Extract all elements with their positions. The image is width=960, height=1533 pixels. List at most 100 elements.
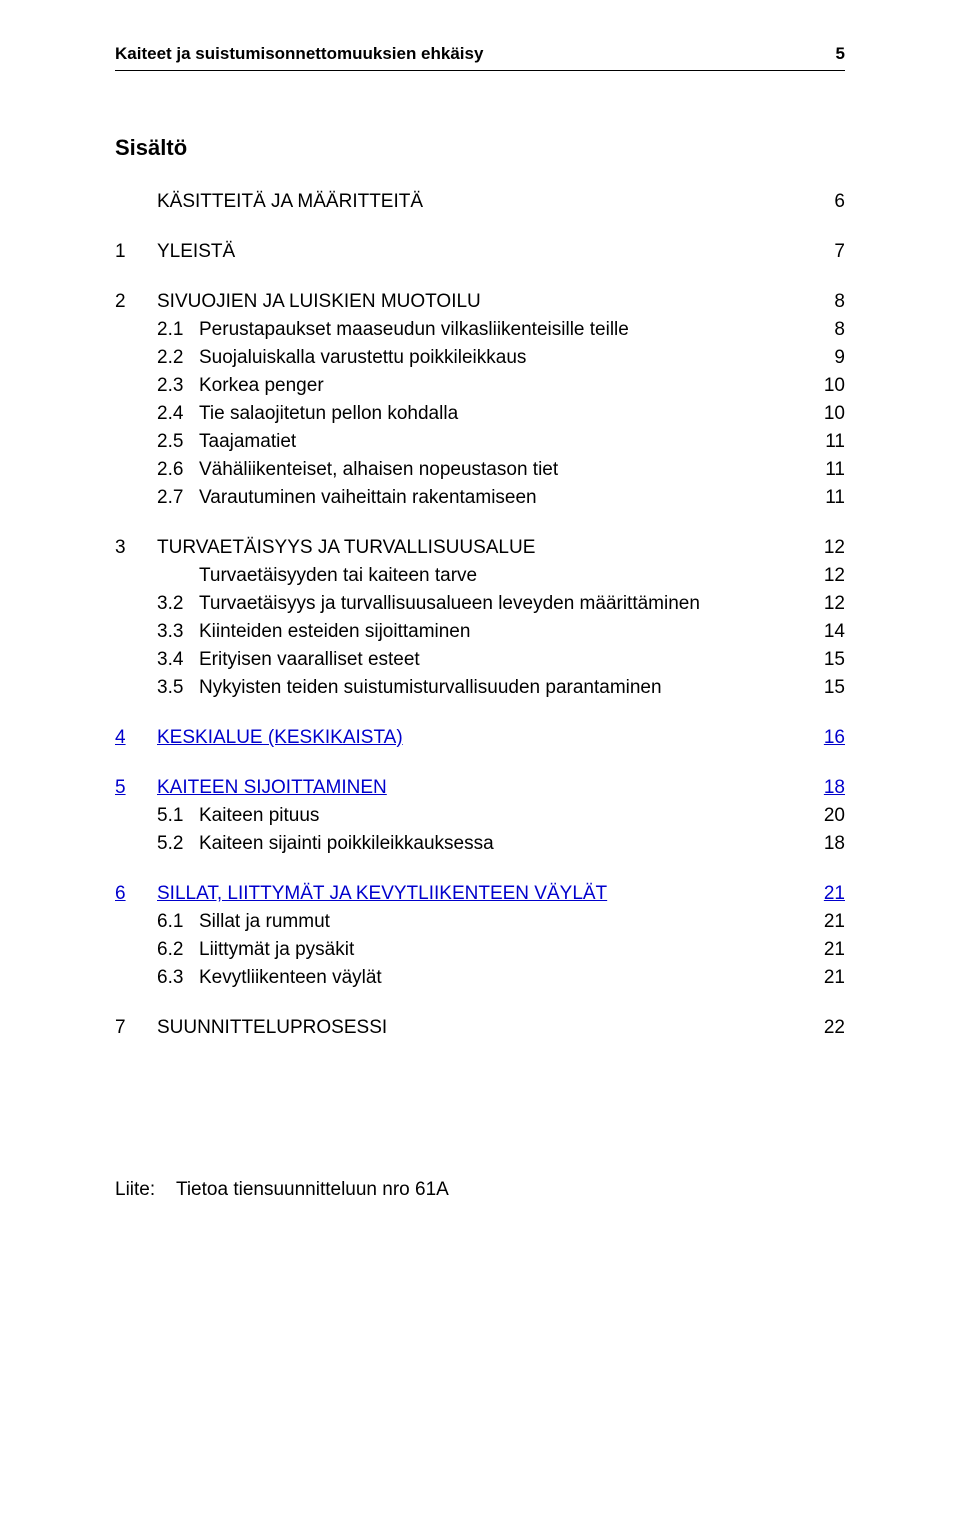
toc-link-6-page[interactable]: 21 [824,883,845,904]
toc-entry-2-6: 2.6 Vähäliikenteiset, alhaisen nopeustas… [115,459,845,481]
toc-entry-3-3: 3.3 Kiinteiden esteiden sijoittaminen 14 [115,621,845,643]
toc-page: 22 [805,1017,845,1039]
toc-entry-7: 7 SUUNNITTELUPROSESSI 22 [115,1017,845,1039]
toc-number: 6.2 [115,939,199,961]
toc-number: 3.3 [115,621,199,643]
toc-page: 16 [805,727,845,749]
toc-number: 5.1 [115,805,199,827]
toc-page: 9 [805,347,845,369]
toc-page: 12 [805,537,845,559]
toc-page: 11 [805,487,845,509]
toc-entry-2: 2 SIVUOJIEN JA LUISKIEN MUOTOILU 8 [115,291,845,313]
toc-number: 4 [115,727,157,749]
toc-link-6[interactable]: 6 [115,883,126,904]
toc-number: 1 [115,241,157,263]
toc-page: 15 [805,649,845,671]
toc-number: 6.3 [115,967,199,989]
toc-label: Korkea penger [199,375,805,397]
toc-number: 2.4 [115,403,199,425]
toc-label: Kiinteiden esteiden sijoittaminen [199,621,805,643]
toc-label: Erityisen vaaralliset esteet [199,649,805,671]
toc-label: KESKIALUE (KESKIKAISTA) [157,727,805,749]
toc-page: 8 [805,291,845,313]
toc-link-5[interactable]: 5 [115,777,126,798]
toc-entry-5: 5 KAITEEN SIJOITTAMINEN 18 [115,777,845,799]
toc-entry-2-7: 2.7 Varautuminen vaiheittain rakentamise… [115,487,845,509]
toc-page: 21 [805,967,845,989]
toc-entry-6-2: 6.2 Liittymät ja pysäkit 21 [115,939,845,961]
document-page: Kaiteet ja suistumisonnettomuuksien ehkä… [0,0,960,1533]
appendix-line: Liite: Tietoa tiensuunnitteluun nro 61A [115,1179,845,1201]
toc-page: 6 [805,191,845,213]
toc-entry-2-1: 2.1 Perustapaukset maaseudun vilkasliike… [115,319,845,341]
toc-number: 7 [115,1017,157,1039]
toc-page: 10 [805,403,845,425]
toc-entry-2-4: 2.4 Tie salaojitetun pellon kohdalla 10 [115,403,845,425]
toc-entry-2-5: 2.5 Taajamatiet 11 [115,431,845,453]
toc-label: Tie salaojitetun pellon kohdalla [199,403,805,425]
toc-label: SIVUOJIEN JA LUISKIEN MUOTOILU [157,291,805,313]
toc-entry-4: 4 KESKIALUE (KESKIKAISTA) 16 [115,727,845,749]
toc-number: 2.7 [115,487,199,509]
toc-page: 7 [805,241,845,263]
toc-entry-3-sub: Turvaetäisyyden tai kaiteen tarve 12 [115,565,845,587]
toc-link-4[interactable]: 4 [115,727,126,748]
toc-label: Liittymät ja pysäkit [199,939,805,961]
running-header: Kaiteet ja suistumisonnettomuuksien ehkä… [115,44,845,70]
toc-number: 3.2 [115,593,199,615]
toc-label: Turvaetäisyyden tai kaiteen tarve [199,565,805,587]
toc-page: 18 [805,777,845,799]
toc-label: Nykyisten teiden suistumisturvallisuuden… [199,677,805,699]
toc-entry-6-1: 6.1 Sillat ja rummut 21 [115,911,845,933]
toc-entry-1: 1 YLEISTÄ 7 [115,241,845,263]
toc-label: Sillat ja rummut [199,911,805,933]
toc-entry-6-3: 6.3 Kevytliikenteen väylät 21 [115,967,845,989]
toc-page: 21 [805,911,845,933]
appendix-prefix: Liite: [115,1179,171,1201]
toc-label: Vähäliikenteiset, alhaisen nopeustason t… [199,459,805,481]
toc-label: SILLAT, LIITTYMÄT JA KEVYTLIIKENTEEN VÄY… [157,883,805,905]
toc-entry-3-4: 3.4 Erityisen vaaralliset esteet 15 [115,649,845,671]
toc-entry-kasitteita: KÄSITTEITÄ JA MÄÄRITTEITÄ 6 [115,191,845,213]
header-page-number: 5 [836,44,845,64]
toc-entry-2-2: 2.2 Suojaluiskalla varustettu poikkileik… [115,347,845,369]
toc-entry-3-2: 3.2 Turvaetäisyys ja turvallisuusalueen … [115,593,845,615]
toc-page: 12 [805,565,845,587]
toc-link-4-label[interactable]: KESKIALUE (KESKIKAISTA) [157,727,403,748]
toc-entry-5-2: 5.2 Kaiteen sijainti poikkileikkauksessa… [115,833,845,855]
toc-entry-3-5: 3.5 Nykyisten teiden suistumisturvallisu… [115,677,845,699]
content-heading: Sisältö [115,135,845,161]
toc-number: 6 [115,883,157,905]
toc-page: 8 [805,319,845,341]
toc-page: 11 [805,459,845,481]
toc-link-4-page[interactable]: 16 [824,727,845,748]
toc-label: Kevytliikenteen väylät [199,967,805,989]
toc-number: 2.3 [115,375,199,397]
header-divider [115,70,845,71]
toc-label: KAITEEN SIJOITTAMINEN [157,777,805,799]
toc-page: 21 [805,883,845,905]
toc-number: 5 [115,777,157,799]
toc-number: 3.4 [115,649,199,671]
toc-label: Varautuminen vaiheittain rakentamiseen [199,487,805,509]
toc-page: 20 [805,805,845,827]
toc-link-5-page[interactable]: 18 [824,777,845,798]
toc-label: Turvaetäisyys ja turvallisuusalueen leve… [199,593,805,615]
toc-number: 2 [115,291,157,313]
toc-page: 15 [805,677,845,699]
toc-page: 10 [805,375,845,397]
toc-entry-2-3: 2.3 Korkea penger 10 [115,375,845,397]
toc-link-5-label[interactable]: KAITEEN SIJOITTAMINEN [157,777,387,798]
toc-number: 6.1 [115,911,199,933]
appendix-text: Tietoa tiensuunnitteluun nro 61A [176,1179,449,1200]
toc-label: Perustapaukset maaseudun vilkasliikentei… [199,319,805,341]
toc-page: 11 [805,431,845,453]
toc-label: Suojaluiskalla varustettu poikkileikkaus [199,347,805,369]
toc-page: 18 [805,833,845,855]
toc-number: 2.6 [115,459,199,481]
toc-label: KÄSITTEITÄ JA MÄÄRITTEITÄ [157,191,805,213]
toc-label: Kaiteen sijainti poikkileikkauksessa [199,833,805,855]
toc-link-6-label[interactable]: SILLAT, LIITTYMÄT JA KEVYTLIIKENTEEN VÄY… [157,883,607,904]
toc-page: 14 [805,621,845,643]
toc-entry-6: 6 SILLAT, LIITTYMÄT JA KEVYTLIIKENTEEN V… [115,883,845,905]
